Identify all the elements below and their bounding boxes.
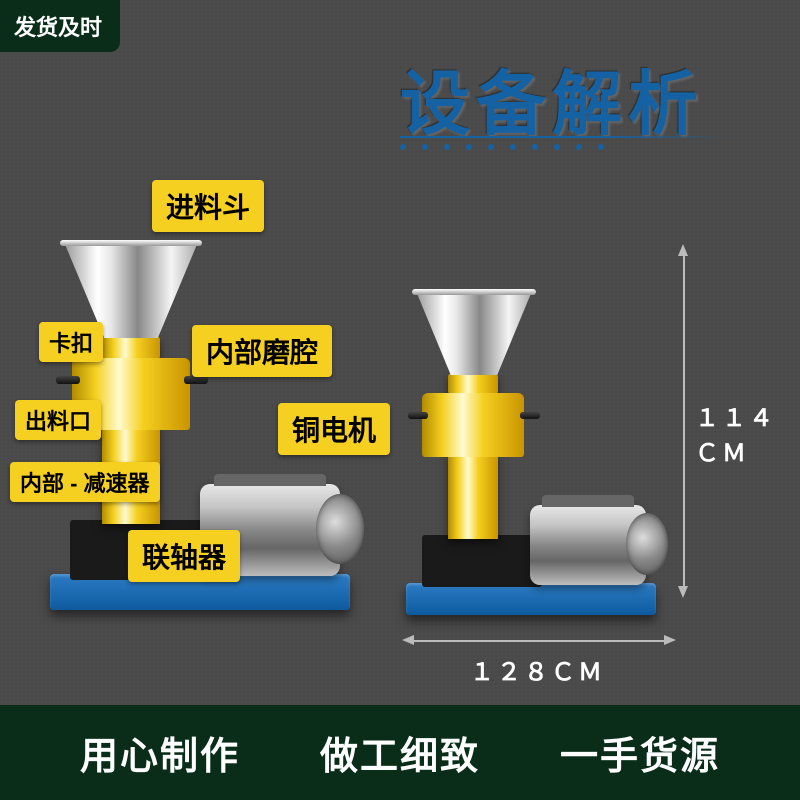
- handle-right: [520, 412, 540, 419]
- arrow-icon: [678, 244, 688, 256]
- page-title: 设备解析: [400, 48, 704, 149]
- dim-height-label: １１４ＣＭ: [695, 398, 800, 468]
- hopper-rim: [412, 289, 536, 295]
- annot-hopper: 进料斗: [152, 180, 264, 232]
- footer-bar: 用心制作 做工细致 一手货源: [0, 705, 800, 800]
- footer-text-c: 一手货源: [560, 725, 720, 780]
- title-underline: [400, 136, 730, 162]
- arrow-icon: [664, 635, 676, 645]
- annot-chamber: 内部磨腔: [192, 325, 332, 377]
- grinder-column: [448, 453, 498, 539]
- dim-line-height: [683, 250, 685, 590]
- footer-text-b: 做工细致: [320, 725, 480, 780]
- handle-right: [184, 376, 208, 384]
- annot-coupling: 联轴器: [128, 530, 240, 582]
- motor-endcap: [626, 513, 668, 575]
- machine-base: [406, 583, 656, 615]
- title-dots: [400, 144, 730, 150]
- machine-right: [400, 230, 700, 625]
- arrow-icon: [678, 586, 688, 598]
- footer-text-a: 用心制作: [80, 725, 240, 780]
- handle-left: [408, 412, 428, 419]
- hopper-rim: [60, 240, 202, 246]
- reducer-box: [422, 535, 542, 587]
- annot-clasp: 卡扣: [39, 322, 103, 362]
- annot-reducer: 内部 - 减速器: [10, 462, 160, 502]
- handle-left: [56, 376, 80, 384]
- grinder-ring: [448, 373, 498, 395]
- feed-hopper: [416, 291, 532, 375]
- annot-outlet: 出料口: [15, 400, 101, 440]
- dim-width-label: １２８ＣＭ: [470, 652, 605, 687]
- grinder-head: [422, 393, 524, 457]
- motor-endcap: [316, 494, 364, 564]
- grinder-ring: [102, 336, 160, 360]
- annot-motor: 铜电机: [278, 403, 390, 455]
- shipping-badge: 发货及时: [0, 0, 120, 52]
- dim-line-width: [410, 640, 668, 642]
- arrow-icon: [402, 635, 414, 645]
